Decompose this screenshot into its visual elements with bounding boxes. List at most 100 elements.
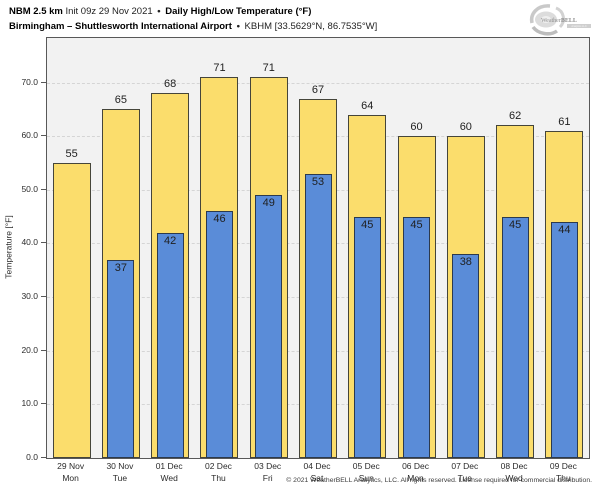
low-temp-bar [156, 232, 184, 458]
high-temp-bar [52, 162, 91, 458]
y-tick-mark [41, 188, 46, 190]
y-tick-mark [41, 135, 46, 137]
low-temp-bar [107, 259, 135, 458]
low-temp-bar [353, 216, 381, 458]
chart-header: NBM 2.5 km Init 09z 29 Nov 2021 • Daily … [9, 4, 377, 34]
x-tick-label: 06 Dec Mon [384, 461, 448, 484]
x-tick-weekday: Thu [556, 472, 571, 483]
x-tick-weekday: Tue [457, 472, 472, 483]
y-tick-label: 20.0 [21, 344, 38, 355]
x-tick-date: 07 Dec [451, 461, 479, 471]
separator-bullet: • [157, 6, 161, 17]
x-tick-date: 06 Dec [402, 461, 429, 471]
x-tick-label: 07 Dec Tue [433, 461, 497, 484]
low-value-label: 46 [213, 213, 226, 226]
y-tick-mark [41, 403, 46, 405]
model-name: NBM 2.5 km [9, 6, 63, 17]
low-value-label: 45 [508, 218, 522, 231]
logo-text-bell: BELL [561, 18, 577, 24]
x-tick-date: 09 Dec [549, 461, 577, 471]
gridline [47, 82, 589, 84]
x-tick-date: 29 Nov [57, 461, 85, 471]
x-tick-weekday: Sun [358, 472, 374, 483]
x-tick-weekday: Fri [262, 472, 273, 483]
y-tick-label: 0.0 [26, 452, 38, 462]
logo-subtext: Analytics LLC [571, 25, 586, 28]
low-temp-bar [205, 211, 233, 458]
low-temp-bar [452, 254, 480, 458]
y-tick-label: 70.0 [21, 76, 38, 87]
x-tick-weekday: Mon [62, 472, 79, 483]
y-tick-label: 60.0 [21, 130, 38, 141]
x-tick-label: 01 Dec Wed [137, 461, 201, 484]
high-value-label: 67 [311, 83, 325, 96]
low-temp-bar [403, 216, 431, 458]
high-value-label: 62 [508, 110, 522, 123]
low-value-label: 44 [558, 223, 571, 236]
y-tick-label: 50.0 [21, 183, 38, 194]
low-temp-bar [304, 173, 332, 458]
product-title: Daily High/Low Temperature (°F) [165, 6, 312, 17]
copyright-notice: © 2021 WeatherBELL Analytics, LLC. All r… [286, 477, 592, 484]
high-value-label: 71 [213, 62, 226, 75]
y-tick-label: 10.0 [21, 398, 38, 409]
x-tick-date: 01 Dec [155, 461, 183, 471]
x-tick-date: 04 Dec [303, 461, 331, 471]
x-tick-date: 02 Dec [204, 461, 232, 471]
x-tick-weekday: Wed [160, 472, 178, 483]
x-tick-label: 08 Dec Wed [482, 461, 546, 484]
high-value-label: 68 [164, 78, 177, 91]
low-temp-bar [550, 222, 578, 458]
x-tick-date: 05 Dec [352, 461, 380, 471]
x-tick-weekday: Sat [310, 472, 324, 483]
low-value-label: 38 [459, 256, 472, 269]
high-value-label: 65 [114, 94, 128, 107]
header-line-2: Birmingham – Shuttlesworth International… [9, 19, 377, 34]
x-tick-weekday: Mon [407, 472, 424, 483]
low-value-label: 53 [311, 175, 325, 188]
low-temp-bar [255, 195, 283, 458]
high-value-label: 60 [410, 121, 423, 134]
y-tick-mark [41, 242, 46, 244]
low-value-label: 45 [361, 218, 374, 231]
x-tick-date: 30 Nov [106, 461, 134, 471]
x-tick-label: 02 Dec Thu [186, 461, 250, 484]
low-value-label: 49 [262, 197, 275, 210]
low-value-label: 42 [164, 234, 177, 247]
high-value-label: 61 [558, 115, 571, 128]
high-value-label: 71 [262, 62, 275, 75]
chart-plot-area: 55 65 37 68 42 71 46 71 49 67 53 64 45 60 45 60 38 62 45 61… [46, 37, 590, 459]
high-value-label: 60 [459, 121, 472, 134]
x-tick-label: 09 Dec Thu [531, 461, 595, 484]
x-tick-date: 08 Dec [500, 461, 528, 471]
y-tick-mark [41, 349, 46, 351]
location-name: Birmingham – Shuttlesworth International… [9, 21, 232, 32]
y-tick-label: 30.0 [21, 291, 38, 302]
high-value-label: 64 [361, 99, 374, 112]
x-tick-weekday: Tue [112, 472, 128, 483]
y-tick-mark [41, 81, 46, 83]
station-coordinates: KBHM [33.5629°N, 86.7535°W] [244, 21, 378, 32]
x-tick-label: 03 Dec Fri [236, 461, 300, 484]
low-value-label: 37 [114, 261, 128, 274]
y-tick-mark [41, 457, 46, 458]
x-tick-label: 04 Dec Sat [285, 461, 349, 484]
header-line-1: NBM 2.5 km Init 09z 29 Nov 2021 • Daily … [9, 4, 377, 19]
x-tick-weekday: Thu [211, 472, 226, 483]
logo-text-weather: Weather [541, 18, 561, 24]
x-tick-date: 03 Dec [254, 461, 282, 471]
hurricane-swirl-icon [529, 4, 565, 36]
y-tick-mark [41, 296, 46, 298]
init-time: Init 09z 29 Nov 2021 [65, 6, 153, 17]
y-tick-label: 40.0 [21, 237, 38, 248]
x-tick-weekday: Wed [505, 472, 523, 483]
separator-bullet: • [236, 21, 240, 32]
weatherbell-logo: WeatherBELL Analytics LLC [529, 4, 591, 36]
svg-text:WeatherBELL: WeatherBELL [541, 18, 577, 24]
x-tick-label: 30 Nov Tue [88, 461, 152, 484]
low-value-label: 45 [410, 218, 423, 231]
x-tick-label: 05 Dec Sun [334, 461, 398, 484]
high-value-label: 55 [65, 147, 78, 160]
x-tick-label: 29 Nov Mon [39, 461, 103, 484]
